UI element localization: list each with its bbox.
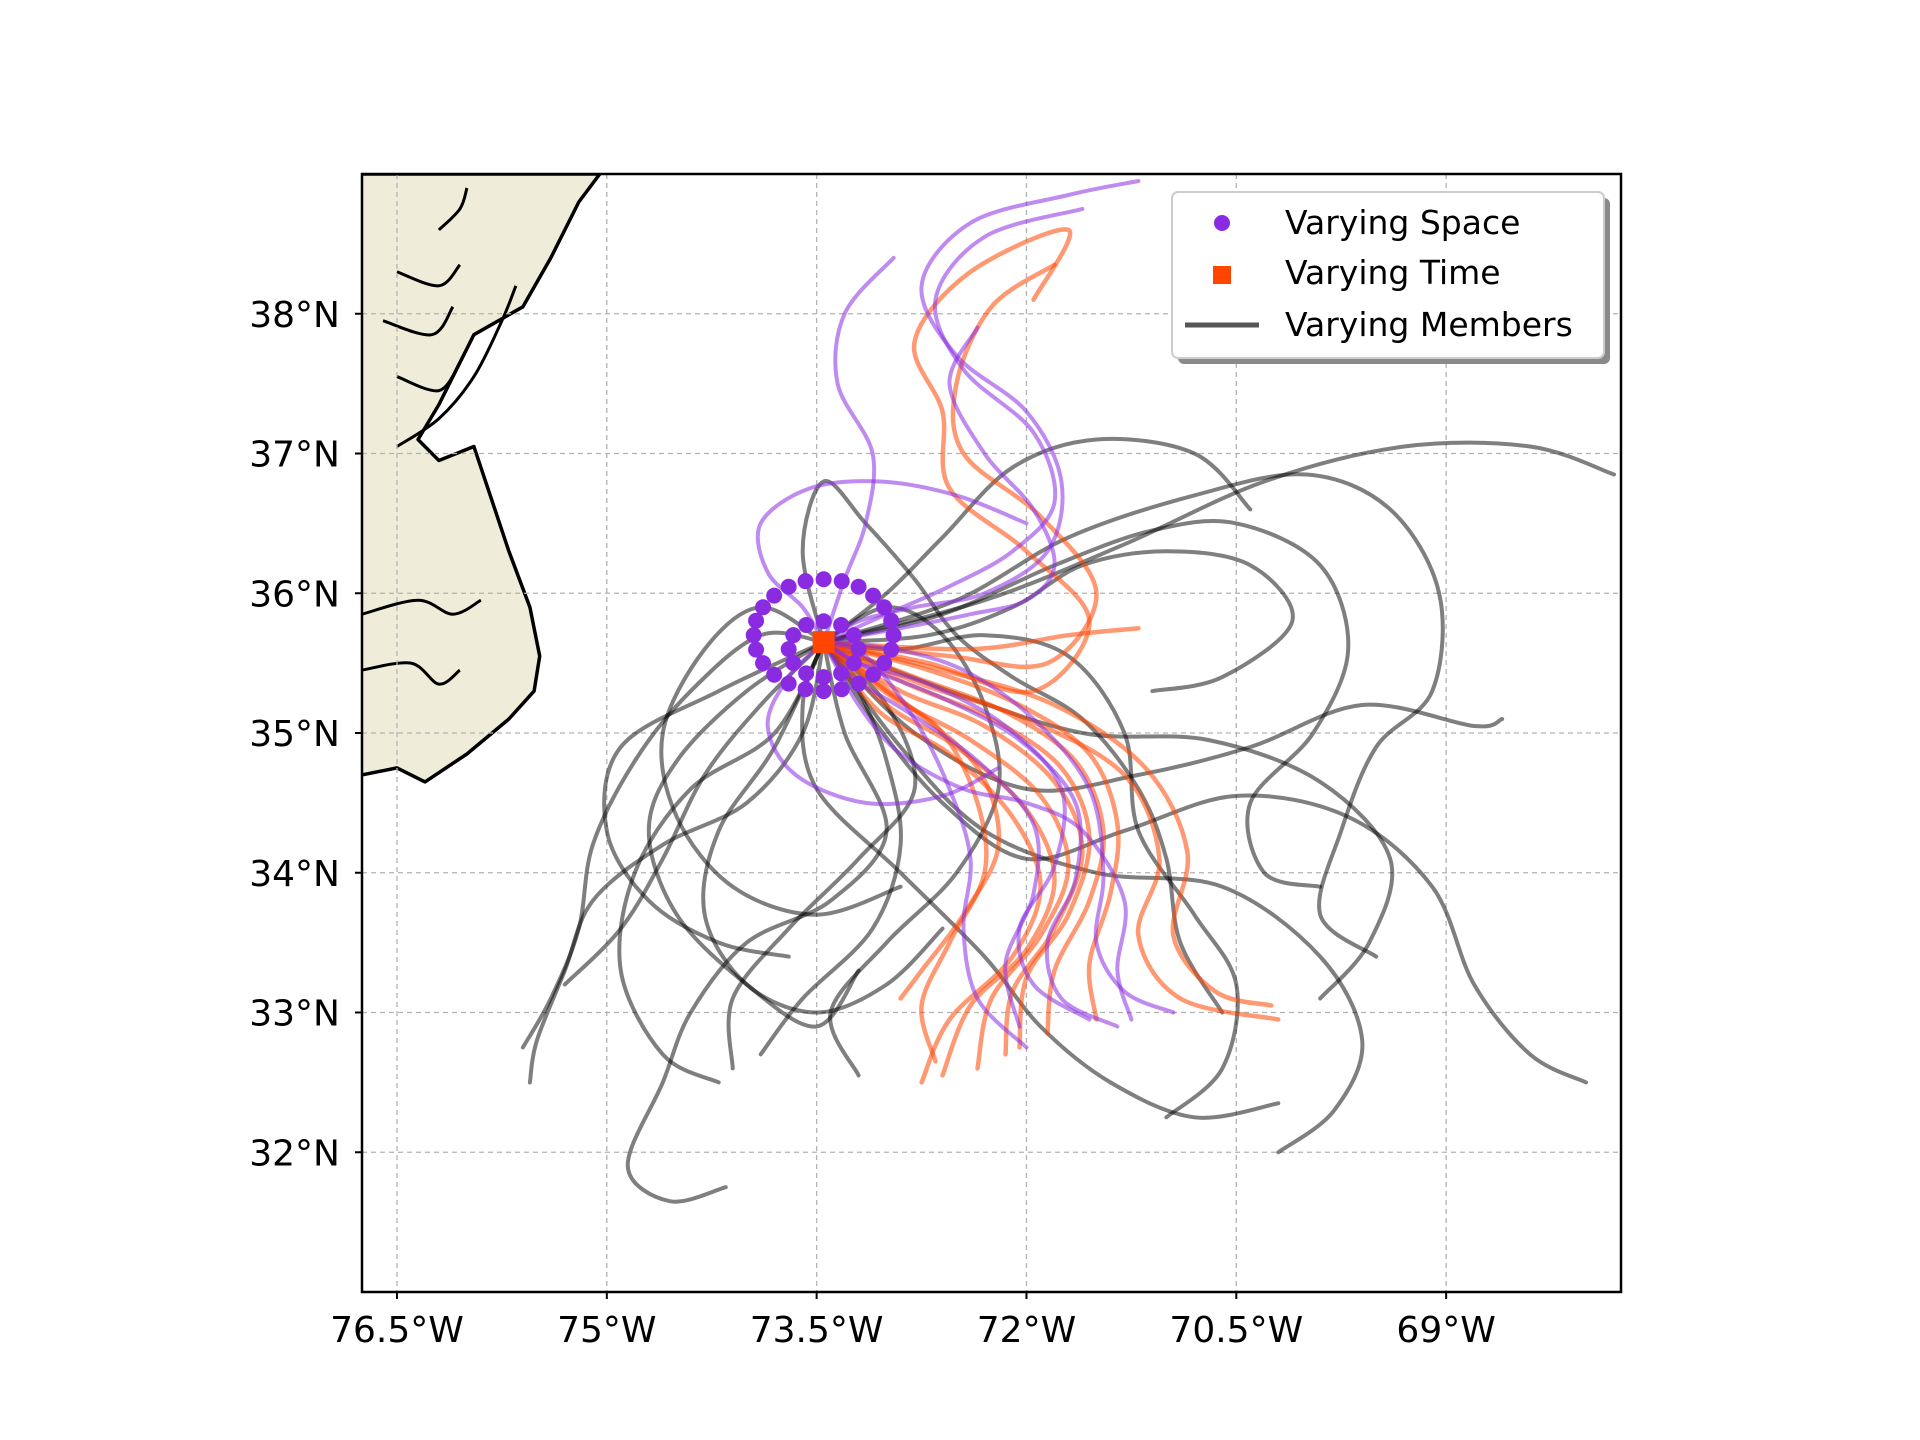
land-layer (362, 174, 602, 784)
space-track (821, 640, 1120, 1029)
estuary-line (362, 598, 482, 616)
y-tick-label: 35°N (249, 714, 340, 755)
space-start-point (876, 655, 893, 672)
space-start-point (815, 669, 832, 686)
member-track (646, 640, 861, 1029)
space-track (821, 640, 1029, 1050)
space-start-point (885, 627, 902, 644)
space-start-point (850, 675, 867, 692)
space-start-point (865, 587, 882, 604)
space-start-point (798, 665, 815, 682)
space-track (821, 640, 1134, 1022)
legend-space-marker (1214, 215, 1230, 231)
x-tick-label: 69°W (1396, 1310, 1495, 1351)
y-tick-label: 34°N (249, 854, 340, 895)
x-tick-label: 70.5°W (1169, 1310, 1303, 1351)
space-start-point (780, 675, 797, 692)
estuary-line (396, 285, 518, 448)
x-tick-label: 73.5°W (750, 1310, 884, 1351)
space-tracks (755, 179, 1176, 1050)
time-track (821, 639, 1043, 1085)
legend-box (1171, 191, 1605, 359)
space-start-point (883, 612, 900, 629)
member-track (821, 519, 1351, 889)
space-start-point (785, 655, 802, 672)
space-track (755, 479, 1029, 645)
space-start-point (876, 599, 893, 616)
space-start-point (850, 641, 867, 658)
gridlines (362, 174, 1621, 1292)
space-start-point (850, 578, 867, 595)
space-start-point (815, 683, 832, 700)
member-track (821, 640, 1588, 1085)
estuary-line (362, 661, 461, 686)
space-start-point (798, 616, 815, 633)
x-tick-label: 72°W (977, 1310, 1076, 1351)
member-track (602, 640, 826, 959)
legend-time-marker (1213, 266, 1231, 284)
space-track (821, 179, 1141, 645)
member-track (821, 436, 1253, 645)
space-start-point (833, 681, 850, 698)
x-tick-label: 76.5°W (330, 1310, 464, 1351)
estuary-line (382, 305, 455, 337)
y-tick-label: 37°N (249, 435, 340, 476)
time-track (821, 639, 1121, 1022)
axis-ticks: 76.5°W 75°W 73.5°W 72°W 70.5°W 69°W 32°N 33°N 34… (249, 295, 1496, 1351)
space-track (821, 325, 1057, 645)
time-start-point (812, 631, 835, 654)
y-tick-label: 33°N (249, 994, 340, 1035)
space-start-point (845, 627, 862, 644)
time-track (821, 639, 1281, 1022)
member-track (821, 549, 1295, 694)
space-start-point (780, 578, 797, 595)
space-start-point (815, 571, 832, 588)
space-start-point (833, 573, 850, 590)
space-start-point (883, 641, 900, 658)
estuary-line (396, 263, 462, 288)
space-start-point (815, 613, 832, 630)
legend: Varying Space Varying Time Varying Membe… (1171, 191, 1610, 364)
space-start-point (755, 655, 772, 672)
estuary-line (437, 187, 469, 231)
member-track (625, 640, 889, 1204)
legend-time-label: Varying Time (1285, 253, 1501, 292)
space-start-point (833, 665, 850, 682)
space-start-point (833, 616, 850, 633)
legend-space-label: Varying Space (1285, 203, 1520, 242)
origin-markers (745, 571, 902, 700)
space-start-point (785, 627, 802, 644)
space-start-point (748, 641, 765, 658)
space-start-point (755, 599, 772, 616)
time-track (821, 639, 1085, 1057)
land-mass (362, 174, 600, 782)
space-start-point (865, 666, 882, 683)
space-start-point (748, 612, 765, 629)
coastline (362, 174, 602, 784)
space-start-point (797, 681, 814, 698)
space-start-point (745, 627, 762, 644)
member-track (659, 605, 903, 917)
time-track (821, 639, 1274, 1008)
y-tick-label: 32°N (249, 1133, 340, 1174)
y-tick-label: 38°N (249, 295, 340, 336)
space-start-point (766, 587, 783, 604)
member-track (821, 440, 1616, 645)
member-track (821, 605, 1002, 1078)
time-tracks (821, 227, 1281, 1085)
space-start-point (845, 655, 862, 672)
legend-members-label: Varying Members (1285, 305, 1573, 344)
x-tick-label: 75°W (557, 1310, 656, 1351)
space-track (821, 640, 1176, 1015)
estuary-line (396, 361, 462, 393)
member-track (800, 640, 1281, 1120)
space-track (821, 206, 1085, 645)
space-start-point (780, 641, 797, 658)
y-tick-label: 36°N (249, 574, 340, 615)
space-start-point (766, 666, 783, 683)
member-track (617, 640, 826, 1085)
space-start-point (797, 573, 814, 590)
